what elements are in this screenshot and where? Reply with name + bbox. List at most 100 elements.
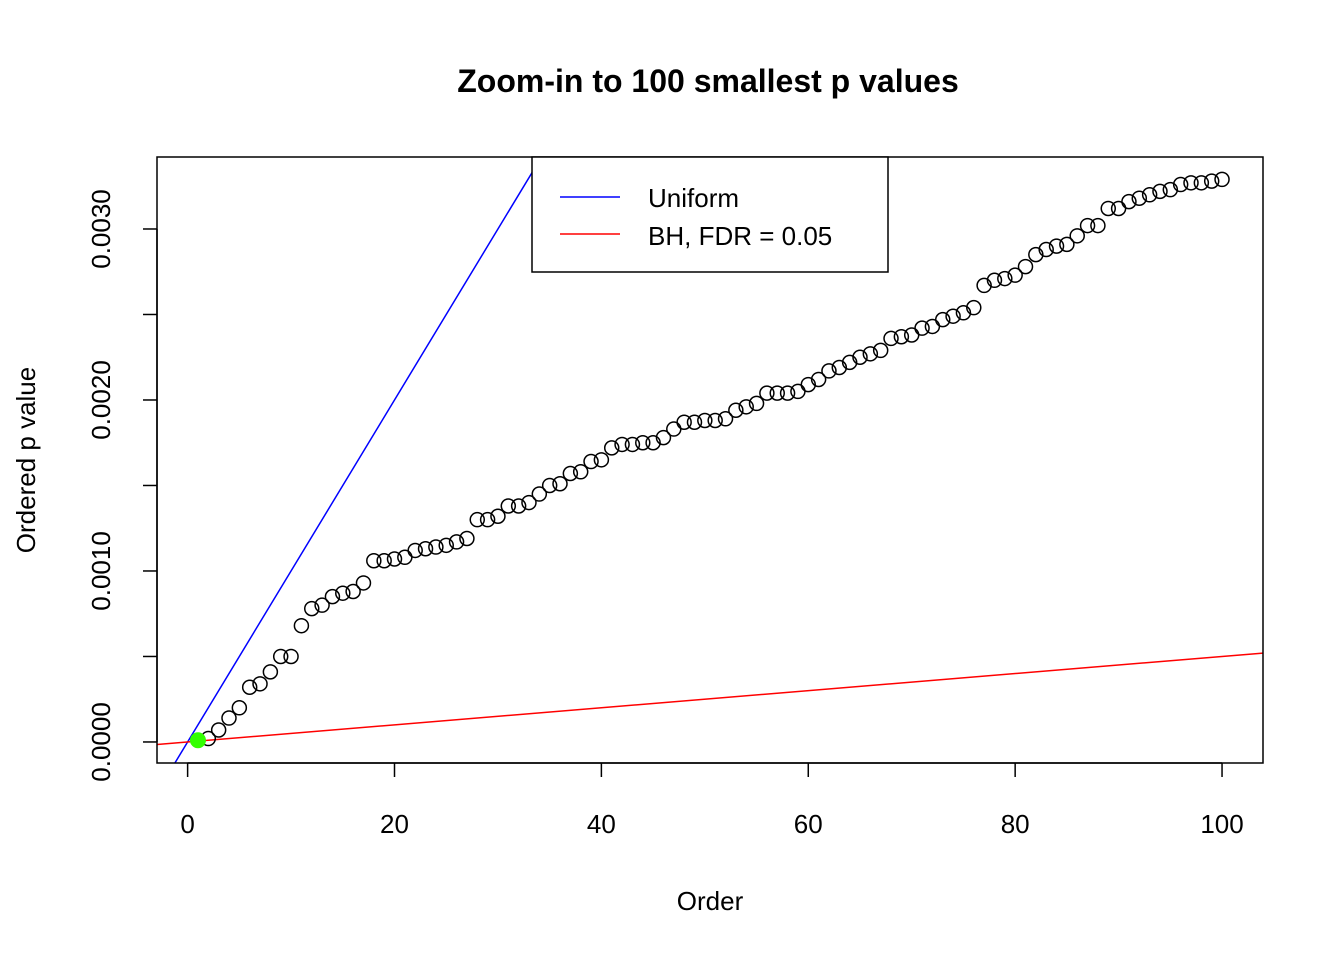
data-point: [438, 537, 454, 554]
data-point: [697, 412, 713, 429]
data-point: [603, 440, 620, 456]
data-point: [624, 436, 641, 453]
data-point: [738, 399, 754, 415]
data-point: [852, 349, 868, 365]
data-point: [1100, 200, 1117, 217]
data-point: [593, 452, 610, 468]
legend-bh-label: BH, FDR = 0.05: [648, 221, 832, 251]
x-axis: 0 20 40 60 80 100: [180, 762, 1244, 839]
data-point: [790, 383, 806, 400]
data-point: [883, 330, 899, 347]
data-point: [862, 346, 879, 362]
data-point: [1193, 175, 1210, 191]
y-tick-label: 0.0000: [86, 702, 116, 782]
data-point: [748, 395, 765, 412]
data-point: [1069, 228, 1085, 244]
data-point: [479, 511, 496, 528]
x-axis-label: Order: [677, 886, 744, 916]
data-point: [955, 305, 972, 321]
data-point: [924, 318, 941, 335]
data-point: [635, 434, 651, 451]
data-point: [283, 648, 299, 665]
data-point: [934, 311, 951, 328]
data-point: [707, 412, 723, 429]
data-point: [459, 530, 475, 547]
data-point: [1183, 175, 1199, 191]
data-point: [272, 648, 289, 665]
data-point: [1121, 193, 1137, 210]
y-axis-label: Ordered p value: [11, 367, 41, 553]
data-point: [1007, 267, 1023, 283]
data-point: [1131, 190, 1148, 206]
data-point: [966, 299, 982, 316]
data-point: [800, 376, 817, 393]
data-point: [407, 542, 423, 559]
reference-lines: [157, 157, 1263, 763]
data-point: [262, 664, 279, 680]
data-point: [1090, 217, 1106, 234]
legend-uniform-label: Uniform: [648, 183, 739, 213]
data-point: [655, 429, 672, 446]
data-point: [366, 552, 382, 569]
data-point: [1203, 173, 1220, 189]
data-point: [490, 508, 506, 525]
data-point: [903, 327, 920, 343]
data-point: [552, 476, 568, 492]
data-point: [666, 421, 682, 437]
data-point: [1152, 183, 1168, 200]
data-point: [841, 354, 858, 371]
data-point: [541, 477, 558, 494]
data-point: [893, 328, 910, 345]
legend: Uniform BH, FDR = 0.05: [531, 156, 889, 273]
data-point: [241, 679, 258, 695]
reference-line-uniform: [174, 157, 543, 763]
data-point: [510, 498, 527, 514]
y-tick-label: 0.0020: [86, 360, 116, 440]
data-point: [469, 511, 486, 528]
data-point: [1141, 187, 1158, 203]
x-tick-label: 20: [380, 809, 409, 839]
data-point: [686, 414, 703, 430]
data-point: [1048, 238, 1065, 254]
highlighted-data-point: [189, 732, 206, 749]
data-point: [997, 270, 1013, 287]
data-point: [345, 583, 361, 600]
data-point: [428, 539, 444, 555]
legend-box: [531, 156, 889, 273]
x-tick-label: 80: [1001, 809, 1030, 839]
x-tick-label: 0: [180, 809, 194, 839]
data-point: [821, 363, 837, 379]
data-point: [355, 575, 372, 591]
data-point: [397, 549, 413, 566]
data-points: [189, 171, 1230, 749]
data-point: [314, 597, 330, 613]
data-point: [324, 588, 341, 605]
x-tick-label: 60: [794, 809, 823, 839]
data-point: [335, 585, 351, 601]
data-point: [448, 534, 465, 550]
data-point: [986, 272, 1003, 289]
data-point: [976, 277, 992, 294]
data-point: [572, 464, 589, 480]
data-point: [614, 436, 630, 453]
data-point: [769, 385, 785, 401]
data-point: [1110, 200, 1127, 217]
data-point: [221, 710, 237, 726]
data-point: [945, 308, 961, 324]
data-point: [252, 676, 268, 692]
data-point: [872, 342, 889, 359]
x-tick-label: 100: [1200, 809, 1243, 839]
data-point: [717, 411, 734, 427]
data-point: [1214, 171, 1230, 188]
data-point: [914, 320, 930, 336]
data-point: [810, 371, 827, 388]
y-axis: 0.0000 0.0010 0.0020 0.0030: [86, 189, 158, 782]
data-point: [583, 453, 599, 470]
data-point: [303, 600, 320, 617]
y-tick-label: 0.0010: [86, 531, 116, 611]
reference-line-bh: [157, 652, 1263, 746]
x-tick-label: 40: [587, 809, 616, 839]
data-point: [779, 385, 796, 401]
data-point: [562, 465, 579, 482]
